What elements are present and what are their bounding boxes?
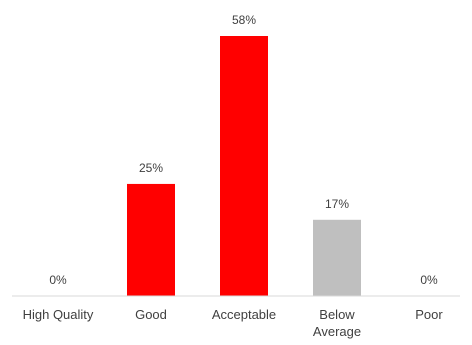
x-tick-label: Acceptable [212, 307, 276, 322]
bars-group [127, 36, 361, 296]
x-tick-label-line: Average [313, 324, 361, 339]
x-tick-label: Good [135, 307, 167, 322]
x-tick-label: High Quality [23, 307, 94, 322]
data-label: 58% [232, 13, 256, 27]
x-tick-labels-group: High Quality Good Acceptable Below Average Po… [23, 307, 444, 339]
data-label: 0% [420, 273, 438, 287]
x-tick-label-line: Good [135, 307, 167, 322]
data-label: 0% [49, 273, 67, 287]
bar-acceptable [220, 36, 268, 296]
x-tick-label-line: Below [319, 307, 355, 322]
data-labels-group: 0% 25% 58% 17% 0% [49, 13, 438, 287]
bar-below-average [313, 219, 361, 296]
x-tick-label-line: Acceptable [212, 307, 276, 322]
x-tick-label-line: Poor [415, 307, 443, 322]
data-label: 25% [139, 161, 163, 175]
data-label: 17% [325, 197, 349, 211]
x-tick-label: Poor [415, 307, 443, 322]
bar-good [127, 183, 175, 296]
x-tick-label-line: High Quality [23, 307, 94, 322]
x-tick-label: Below Average [313, 307, 361, 339]
